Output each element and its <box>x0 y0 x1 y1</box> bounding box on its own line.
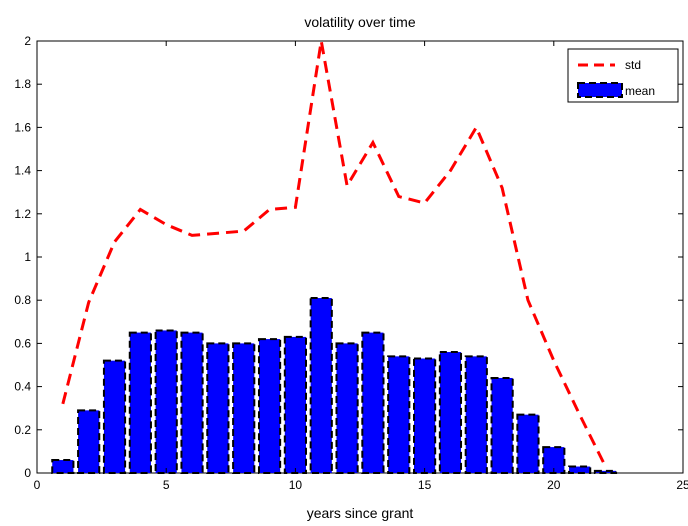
bar-mean <box>77 409 101 474</box>
x-tick-label: 25 <box>676 478 688 492</box>
legend-mean-swatch <box>577 82 623 98</box>
bar-mean <box>361 331 385 474</box>
line-std <box>61 40 607 468</box>
bar-mean <box>438 351 463 475</box>
bar-mean <box>180 331 204 474</box>
y-tick-label: 1.4 <box>14 164 31 178</box>
y-tick-label: 2 <box>24 34 31 48</box>
bar-mean <box>102 359 127 474</box>
x-axis: 0 5 10 15 20 25 <box>34 41 688 492</box>
bar-mean <box>206 342 230 474</box>
x-tick-label: 5 <box>163 478 170 492</box>
bar-mean <box>516 413 540 474</box>
y-tick-label: 1.6 <box>14 120 31 134</box>
bar-mean <box>257 338 282 474</box>
x-tick-label: 20 <box>547 478 561 492</box>
bar-mean <box>51 459 75 475</box>
line-series-std <box>61 40 607 468</box>
bar-series-mean <box>51 297 618 475</box>
bar-mean <box>283 335 307 475</box>
x-tick-label: 15 <box>418 478 432 492</box>
y-tick-label: 1 <box>24 250 31 264</box>
legend: std mean <box>567 48 679 103</box>
bar-mean <box>154 329 178 474</box>
bar-mean <box>387 355 411 474</box>
y-tick-label: 0.2 <box>14 423 31 437</box>
bar-mean <box>568 465 592 474</box>
y-tick-label: 1.2 <box>14 207 31 221</box>
bar-mean <box>232 342 256 474</box>
y-axis: 0 0.2 0.4 0.6 0.8 1 1.2 1.4 1.6 1.8 2 <box>14 34 683 480</box>
y-tick-label: 0 <box>24 466 31 480</box>
bar-mean <box>128 331 152 474</box>
legend-std-label: std <box>625 58 641 72</box>
bar-mean <box>309 297 333 475</box>
bar-mean <box>593 469 618 474</box>
chart-title: volatility over time <box>304 14 415 30</box>
y-tick-label: 1.8 <box>14 77 31 91</box>
x-tick-label: 0 <box>34 478 41 492</box>
legend-mean-label: mean <box>625 84 655 98</box>
x-tick-label: 10 <box>289 478 303 492</box>
y-tick-label: 0.4 <box>14 380 31 394</box>
y-tick-label: 0.6 <box>14 336 31 350</box>
bar-mean <box>335 342 359 474</box>
x-axis-title: years since grant <box>307 505 414 521</box>
y-tick-label: 0.8 <box>14 293 31 307</box>
bar-mean <box>464 355 488 474</box>
bar-mean <box>490 376 514 474</box>
bar-mean <box>413 357 437 474</box>
